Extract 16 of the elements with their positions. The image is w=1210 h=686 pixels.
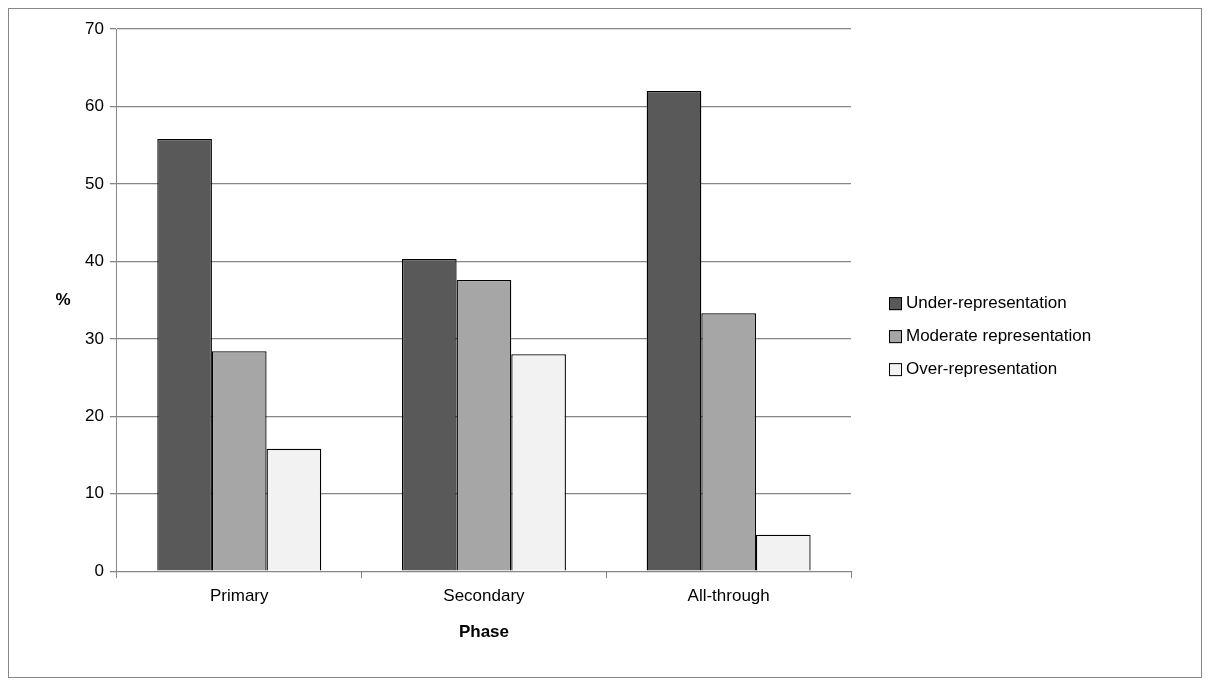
y-tick-label: 0 — [94, 560, 104, 580]
y-tick-label: 20 — [84, 405, 104, 425]
x-tick-label: All-through — [687, 586, 770, 606]
y-tick-label: 10 — [84, 483, 104, 503]
x-tick-label: Primary — [209, 586, 270, 606]
legend-label: Moderate representation — [906, 326, 1092, 347]
y-tick-label: 50 — [84, 173, 104, 193]
x-axis-title: Phase — [458, 622, 509, 642]
legend-label: Under-representation — [906, 293, 1067, 314]
y-tick-label: 60 — [84, 96, 104, 116]
y-tick-label: 70 — [84, 18, 104, 38]
x-tick-label: Secondary — [443, 586, 526, 606]
y-tick-label: 30 — [84, 328, 104, 348]
y-tick-label: 40 — [84, 251, 104, 271]
y-axis-title: % — [55, 289, 71, 309]
text: Over-representation — [906, 359, 1058, 380]
